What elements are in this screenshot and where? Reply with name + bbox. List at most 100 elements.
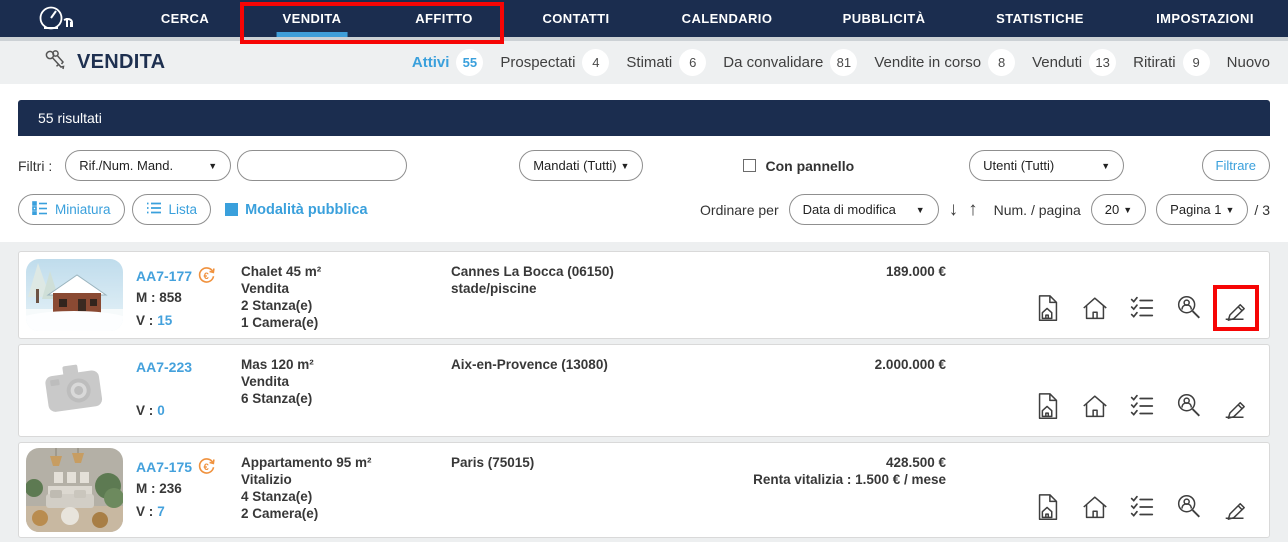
tab-ritirati[interactable]: Ritirati 9 xyxy=(1133,49,1210,76)
spacer xyxy=(0,84,1288,100)
count-badge: 81 xyxy=(830,49,858,76)
page-size-select[interactable]: 20 ▼ xyxy=(1090,194,1147,225)
house-icon[interactable] xyxy=(1080,492,1110,522)
sort-descending-arrow[interactable]: ↓ xyxy=(948,198,959,220)
row-actions xyxy=(946,450,1259,530)
tab-venduti[interactable]: Venduti 13 xyxy=(1032,49,1117,76)
nav-item-vendita[interactable]: VENDITA xyxy=(276,0,348,37)
checklist-icon[interactable] xyxy=(1127,391,1157,421)
sort-select[interactable]: Data di modifica ▼ xyxy=(788,194,939,225)
edit-pencil-icon[interactable] xyxy=(1221,492,1251,522)
sort-ascending-arrow[interactable]: ↑ xyxy=(968,198,978,220)
visit-count: V :15 xyxy=(136,312,173,328)
chevron-down-icon: ▼ xyxy=(915,204,925,215)
modalita-pubblica-checkbox[interactable] xyxy=(225,203,239,216)
nav-item-impostazioni[interactable]: IMPOSTAZIONI xyxy=(1156,11,1254,26)
chevron-down-icon: ▼ xyxy=(208,160,218,171)
row-actions xyxy=(946,352,1259,429)
mandate-count xyxy=(136,378,241,398)
property-ref-link[interactable]: AA7-175 xyxy=(136,458,193,475)
speedometer-gauge-icon[interactable] xyxy=(36,4,78,39)
visit-count: V :7 xyxy=(136,503,165,519)
count-badge: 9 xyxy=(1182,49,1210,76)
nav-item-contatti[interactable]: CONTATTI xyxy=(542,11,610,26)
nav-item-calendario[interactable]: CALENDARIO xyxy=(681,11,773,26)
filters-label: Filtri : xyxy=(18,157,53,174)
interior-photo[interactable] xyxy=(26,448,123,532)
tab-attivi[interactable]: Attivi 55 xyxy=(412,49,484,76)
mandati-select[interactable]: Mandati (Tutti) ▼ xyxy=(519,150,644,181)
filter-section: Filtri : Rif./Num. Mand. ▼ Mandati (Tutti… xyxy=(0,136,1288,242)
property-price: 189.000 € xyxy=(885,264,946,279)
property-ref-link[interactable]: AA7-177 xyxy=(136,267,193,284)
chevron-down-icon: ▼ xyxy=(1101,160,1111,171)
lista-button[interactable]: Lista xyxy=(131,194,212,225)
list-view-icon xyxy=(146,201,162,218)
modalita-pubblica-toggle[interactable]: Modalità pubblica xyxy=(225,202,368,218)
row-actions xyxy=(946,259,1259,331)
count-badge: 4 xyxy=(582,49,610,76)
house-icon[interactable] xyxy=(1080,391,1110,421)
document-house-icon[interactable] xyxy=(1033,492,1063,522)
search-input[interactable] xyxy=(237,150,408,181)
chevron-down-icon: ▼ xyxy=(1123,204,1133,215)
checklist-icon[interactable] xyxy=(1127,492,1157,522)
thumbnail-view-icon xyxy=(32,201,48,218)
count-badge: 8 xyxy=(988,49,1016,76)
edit-pencil-icon[interactable] xyxy=(1221,391,1251,421)
mandate-count: M : 236 xyxy=(136,481,182,496)
ordinare-label: Ordinare per xyxy=(700,201,779,218)
nav-item-cerca[interactable]: CERCA xyxy=(160,11,210,26)
nav-item-statistiche[interactable]: STATISTICHE xyxy=(996,11,1084,26)
page-select[interactable]: Pagina 1 ▼ xyxy=(1156,194,1249,225)
utenti-select[interactable]: Utenti (Tutti) ▼ xyxy=(969,150,1125,181)
tab-vendite-in-corso[interactable]: Vendite in corso 8 xyxy=(874,49,1016,76)
page-total-label: / 3 xyxy=(1254,201,1270,218)
nav-item-affitto[interactable]: AFFITTO xyxy=(415,11,473,26)
price-change-icon: € xyxy=(197,266,216,285)
mandate-count: M : 858 xyxy=(136,290,182,305)
document-house-icon[interactable] xyxy=(1033,293,1063,323)
filtrare-button[interactable]: Filtrare xyxy=(1201,150,1270,181)
tab-stimati[interactable]: Stimati 6 xyxy=(626,49,707,76)
property-price: 428.500 € Renta vitalizia : 1.500 € / mes… xyxy=(753,455,946,487)
miniatura-button[interactable]: Miniatura xyxy=(18,194,125,225)
chalet-photo[interactable] xyxy=(26,259,123,331)
house-icon[interactable] xyxy=(1080,293,1110,323)
tab-da-convalidare[interactable]: Da convalidare 81 xyxy=(723,49,858,76)
nav-item-pubblicita[interactable]: PUBBLICITÀ xyxy=(842,11,926,26)
count-badge: 55 xyxy=(456,49,484,76)
chevron-down-icon: ▼ xyxy=(620,160,630,171)
count-badge: 6 xyxy=(679,49,707,76)
svg-text:€: € xyxy=(204,462,210,473)
property-row: AA7-175 € M : 236 V :7 Appartamento 95 m… xyxy=(18,442,1270,538)
status-tabs: Attivi 55 Prospectati 4 Stimati 6 Da con… xyxy=(412,49,1270,76)
price-change-icon: € xyxy=(197,457,216,476)
top-navbar: CERCA VENDITA AFFITTO CONTATTI CALENDARI… xyxy=(0,0,1288,44)
camera-placeholder-icon[interactable] xyxy=(26,352,123,430)
property-description: Mas 120 m² Vendita 6 Stanza(e) xyxy=(241,357,314,406)
property-row: AA7-223 V :0 Mas 120 m² Vendita 6 Stanza(… xyxy=(18,344,1270,437)
chevron-down-icon: ▼ xyxy=(1225,204,1235,215)
property-location: Paris (75015) xyxy=(451,455,535,470)
con-pannello-label: Con pannello xyxy=(765,157,855,174)
document-house-icon[interactable] xyxy=(1033,391,1063,421)
tab-nuovo[interactable]: Nuovo xyxy=(1226,54,1270,71)
filter-field-select[interactable]: Rif./Num. Mand. ▼ xyxy=(65,150,232,181)
contact-search-icon[interactable] xyxy=(1174,391,1204,421)
edit-pencil-icon[interactable] xyxy=(1213,285,1259,331)
visit-count: V :0 xyxy=(136,402,165,418)
section-header: VENDITA Attivi 55 Prospectati 4 Stimati … xyxy=(0,41,1288,84)
page-title: VENDITA xyxy=(77,51,166,73)
property-location: Cannes La Bocca (06150) stade/piscine xyxy=(451,264,614,296)
contact-search-icon[interactable] xyxy=(1174,492,1204,522)
divider xyxy=(0,37,1288,41)
property-description: Appartamento 95 m² Vitalizio 4 Stanza(e) 2… xyxy=(241,455,372,521)
checklist-icon[interactable] xyxy=(1127,293,1157,323)
property-ref-link[interactable]: AA7-223 xyxy=(136,359,193,375)
contact-search-icon[interactable] xyxy=(1174,293,1204,323)
tab-prospectati[interactable]: Prospectati 4 xyxy=(500,49,610,76)
con-pannello-checkbox[interactable] xyxy=(743,159,757,172)
results-count-bar: 55 risultati xyxy=(18,100,1270,136)
property-location: Aix-en-Provence (13080) xyxy=(451,357,608,372)
